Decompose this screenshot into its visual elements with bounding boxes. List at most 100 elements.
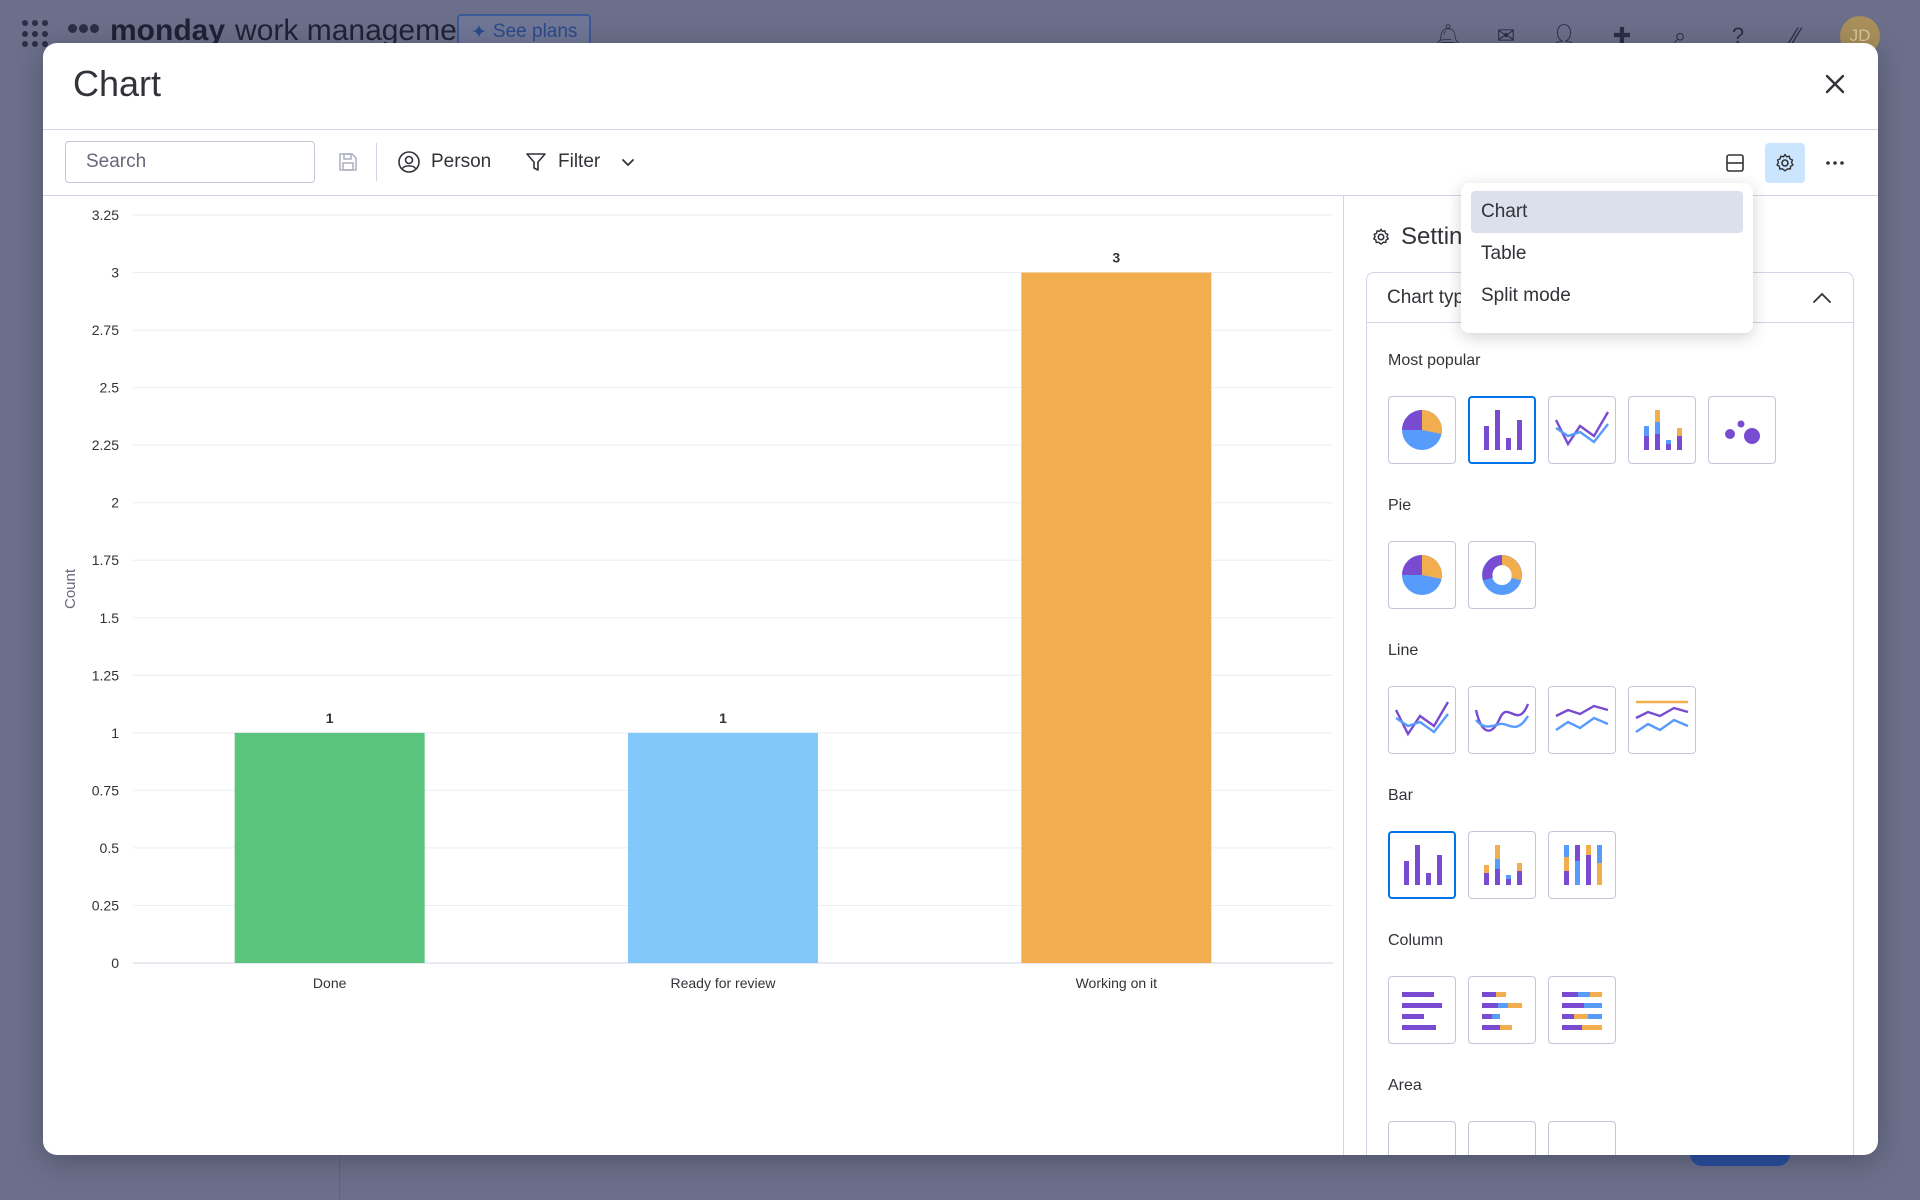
stacked-bar-icon <box>1484 845 1522 885</box>
bar-chart-icon <box>1484 410 1522 450</box>
more-icon <box>1826 161 1844 165</box>
app-logo: monday work management <box>68 14 482 48</box>
x-tick-label: Done <box>313 975 347 991</box>
chart-type-bar-percent[interactable] <box>1548 831 1616 899</box>
smooth-line-icon <box>1474 703 1530 732</box>
view-mode-menu: Chart Table Split mode <box>1461 183 1753 333</box>
percent-bar-icon <box>1564 845 1602 885</box>
product-switcher-icon[interactable]: ⁄⁄ <box>1792 23 1800 48</box>
chart-type-line-basic[interactable] <box>1388 686 1456 754</box>
brand-name: monday <box>110 14 226 47</box>
y-tick-label: 1.5 <box>100 610 120 626</box>
person-filter-button[interactable]: Person <box>397 143 491 181</box>
chart-area: 0 0.25 0.5 0.75 1 1.25 1.5 1.75 2 2.25 2.5 2.75 3 3.2… <box>43 196 1343 1155</box>
save-view-button[interactable] <box>333 147 363 177</box>
chart-type-line-stacked[interactable] <box>1548 686 1616 754</box>
modal-title: Chart <box>73 63 162 104</box>
bar <box>234 732 425 963</box>
section-bar: Bar <box>1388 787 1413 804</box>
data-label: 1 <box>326 710 334 726</box>
filter-dropdown-button[interactable] <box>613 147 643 177</box>
y-tick-label: 2.5 <box>100 380 120 396</box>
chart-type-area-basic[interactable] <box>1388 1121 1456 1155</box>
panel-divider <box>1343 196 1344 1155</box>
section-pie: Pie <box>1388 497 1412 514</box>
pie-chart-icon <box>1402 555 1442 595</box>
apps-icon[interactable]: ✚ <box>1612 23 1632 48</box>
bar <box>1021 272 1212 963</box>
chevron-up-icon <box>1813 292 1831 303</box>
x-tick-label: Ready for review <box>670 975 776 991</box>
filter-button[interactable]: Filter <box>524 143 600 181</box>
stacked-column-icon <box>1482 992 1522 1030</box>
y-tick-label: 1.25 <box>92 667 119 683</box>
y-tick-label: 2 <box>111 495 119 511</box>
y-tick-label: 0.5 <box>100 840 120 856</box>
y-tick-label: 1 <box>111 725 119 741</box>
help-icon[interactable]: ? <box>1731 23 1745 48</box>
percent-column-icon <box>1562 992 1602 1030</box>
layout-toggle-button[interactable] <box>1715 143 1755 183</box>
data-label: 3 <box>1112 250 1120 266</box>
stacked-line-icon <box>1555 704 1609 731</box>
person-label: Person <box>431 151 492 172</box>
column-chart-icon <box>1402 992 1442 1030</box>
chart-type-line-percent[interactable] <box>1628 686 1696 754</box>
inbox-icon[interactable]: ✉︎ <box>1496 23 1516 48</box>
chart-type-pie-2[interactable] <box>1388 541 1456 609</box>
chart-type-bar-stacked[interactable] <box>1468 831 1536 899</box>
donut-chart-icon <box>1482 555 1522 595</box>
menu-item-table[interactable]: Table <box>1481 243 1527 264</box>
close-button[interactable] <box>1818 67 1852 101</box>
menu-item-chart[interactable]: Chart <box>1471 191 1743 233</box>
toolbar-divider <box>43 195 1878 196</box>
apps-grid-icon[interactable] <box>22 20 50 48</box>
chart-type-pie[interactable] <box>1388 396 1456 464</box>
search-field[interactable] <box>65 141 331 183</box>
pie-chart-icon <box>1402 410 1442 450</box>
header-divider <box>43 129 1878 130</box>
toolbar-separator <box>376 143 377 181</box>
chart-type-donut[interactable] <box>1468 541 1536 609</box>
bar-chart-icon <box>1404 845 1442 885</box>
search-input[interactable] <box>86 151 331 173</box>
chart-type-column-basic[interactable] <box>1388 976 1456 1044</box>
y-tick-label: 1.75 <box>92 552 119 568</box>
y-tick-label: 3.25 <box>92 207 119 223</box>
y-tick-label: 0 <box>111 955 119 971</box>
person-icon <box>398 151 420 173</box>
section-column: Column <box>1388 932 1444 949</box>
chart-type-column-stacked[interactable] <box>1468 976 1536 1044</box>
percent-line-icon <box>1635 700 1689 733</box>
chart-modal: Chart Person Filter 0 0.25 0.5 0.75 1 1.25 1.5… <box>43 43 1878 1155</box>
chevron-down-icon <box>622 159 634 167</box>
see-plans-label: See plans <box>492 21 578 42</box>
chart-type-line-smooth[interactable] <box>1468 686 1536 754</box>
chart-type-line[interactable] <box>1548 396 1616 464</box>
brand-product: work management <box>235 14 482 47</box>
y-tick-label: 0.75 <box>92 782 119 798</box>
menu-item-split-mode[interactable]: Split mode <box>1481 285 1571 306</box>
settings-button[interactable] <box>1765 143 1805 183</box>
data-label: 1 <box>719 710 727 726</box>
chart-type-area-percent[interactable] <box>1548 1121 1616 1155</box>
x-tick-label: Working on it <box>1076 975 1158 991</box>
chart-type-bar[interactable] <box>1468 396 1536 464</box>
chart-type-bar-basic[interactable] <box>1388 831 1456 899</box>
filter-icon <box>526 153 546 171</box>
chart-type-stacked-bar[interactable] <box>1628 396 1696 464</box>
filter-label: Filter <box>558 151 601 172</box>
split-layout-icon <box>1726 154 1744 172</box>
search-icon[interactable]: ⌕ <box>1673 23 1687 48</box>
more-options-button[interactable] <box>1815 143 1855 183</box>
gear-icon <box>1373 228 1389 245</box>
y-tick-label: 2.75 <box>92 322 119 338</box>
y-tick-label: 0.25 <box>92 897 119 913</box>
chart-type-area-stacked[interactable] <box>1468 1121 1536 1155</box>
line-chart-icon <box>1554 411 1610 447</box>
bar <box>628 732 818 963</box>
chart-type-bubble[interactable] <box>1708 396 1776 464</box>
section-area: Area <box>1388 1077 1422 1094</box>
bar-chart: 0 0.25 0.5 0.75 1 1.25 1.5 1.75 2 2.25 2.5 2.75 3 3.2… <box>62 207 1333 991</box>
chart-type-column-percent[interactable] <box>1548 976 1616 1044</box>
